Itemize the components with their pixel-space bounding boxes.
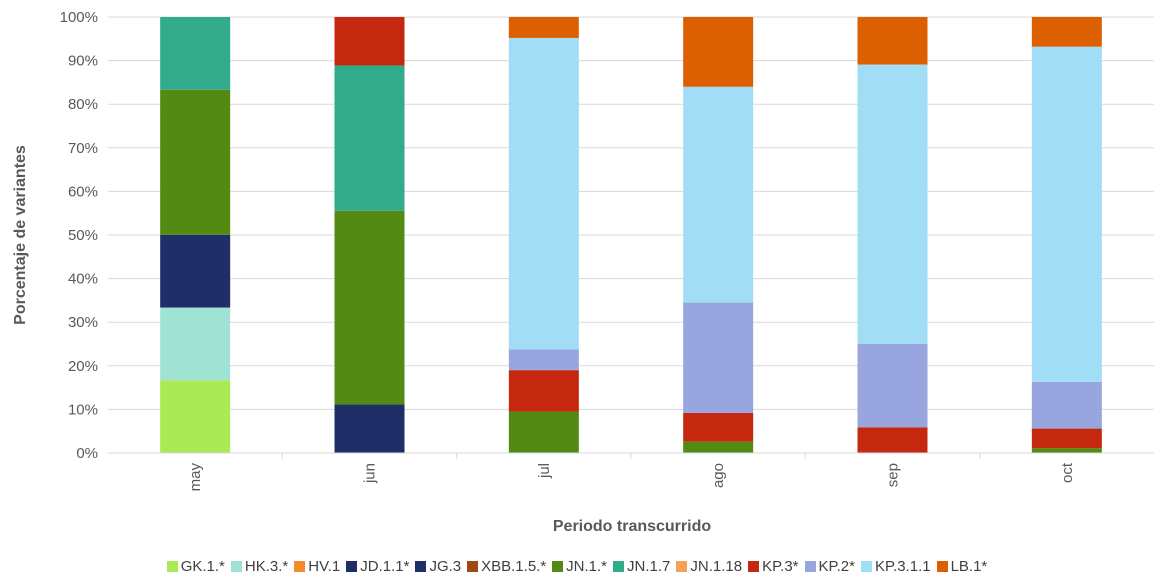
bar-segment	[334, 210, 405, 405]
legend-label: JN.1.7	[627, 558, 671, 575]
stacked-bar-chart: 0% 10% 20% 30% 40% 50% 60% 70% 80% 90% 100% may jun…	[12, 9, 1154, 535]
bar-segment	[857, 344, 928, 428]
y-tick-label: 90%	[68, 53, 98, 70]
legend-label: KP.3.1.1	[874, 558, 931, 575]
bar-segment	[160, 89, 231, 235]
legend-swatch	[936, 561, 948, 572]
bar-segment	[160, 234, 231, 308]
y-tick-label: 60%	[68, 183, 98, 200]
bar-segment	[1031, 381, 1102, 429]
legend-label: LB.1*	[950, 558, 988, 575]
bar-segment	[1031, 17, 1102, 47]
bar-segment	[683, 86, 754, 303]
x-tick-label: jul	[536, 463, 553, 479]
legend-label: HV.1	[308, 558, 341, 575]
y-tick-label: 20%	[68, 358, 98, 375]
legend-label: JG.3	[429, 558, 462, 575]
legend-label: JN.1.*	[566, 558, 608, 575]
legend-item: JD.1.1*	[346, 558, 409, 575]
y-tick-label: 10%	[68, 401, 98, 418]
bar-segment	[683, 302, 754, 413]
x-axis-title: Periodo transcurrido	[553, 518, 711, 535]
legend-swatch	[552, 561, 564, 572]
bar-segment	[683, 441, 754, 453]
legend-label: GK.1.*	[180, 558, 225, 575]
bar-segment	[683, 412, 754, 442]
legend-item: JG.3	[415, 558, 461, 575]
legend-swatch	[676, 561, 688, 572]
y-tick-label: 100%	[60, 9, 98, 26]
legend-swatch	[166, 561, 178, 572]
bar-segment	[508, 411, 579, 453]
y-axis-ticks: 0% 10% 20% 30% 40% 50% 60% 70% 80% 90% 100%	[60, 9, 98, 462]
legend-item: HV.1	[294, 558, 340, 575]
bar-segment	[508, 17, 579, 38]
bars	[160, 17, 1102, 453]
legend-swatch	[415, 561, 427, 572]
legend-swatch	[748, 561, 760, 572]
legend-item: JN.1.*	[552, 558, 607, 575]
y-tick-label: 70%	[68, 140, 98, 157]
gridlines	[108, 16, 1154, 410]
legend-item: KP.3*	[748, 558, 799, 575]
legend-item: KP.2*	[804, 558, 855, 575]
x-tick-label: jun	[362, 463, 379, 484]
bar-segment	[1031, 428, 1102, 449]
bar-segment	[857, 17, 928, 65]
bar-segment	[508, 370, 579, 412]
y-axis-title: Porcentaje de variantes	[12, 145, 29, 325]
legend-item: XBB.1.5.*	[467, 558, 546, 575]
bar-segment	[857, 64, 928, 345]
legend-swatch	[804, 561, 816, 572]
bar-segment	[508, 349, 579, 371]
y-tick-label: 40%	[68, 271, 98, 288]
bar-segment	[334, 65, 405, 211]
legend-label: KP.2*	[818, 558, 855, 575]
bar-segment	[334, 404, 405, 453]
legend-swatch	[294, 561, 306, 572]
bar-segment	[1031, 448, 1102, 453]
bar-segment	[160, 380, 231, 453]
legend-swatch	[467, 561, 479, 572]
y-tick-label: 50%	[68, 227, 98, 244]
bar-segment	[160, 17, 231, 90]
legend-label: JD.1.1*	[360, 558, 410, 575]
bar-segment	[508, 37, 579, 350]
bar-segment	[160, 307, 231, 381]
legend-label: JN.1.18	[690, 558, 743, 575]
bar-segment	[1031, 46, 1102, 382]
legend-item: LB.1*	[936, 558, 988, 575]
legend-swatch	[230, 561, 242, 572]
bar-segment	[334, 17, 405, 66]
x-tick-label: oct	[1059, 462, 1076, 483]
x-axis-ticks: may jun jul ago sep oct	[187, 453, 1076, 491]
legend-item: JN.1.18	[676, 558, 742, 575]
bar-segment	[683, 17, 754, 87]
legend-label: KP.3*	[762, 558, 799, 575]
x-tick-label: may	[187, 463, 204, 492]
legend-item: GK.1.*	[166, 558, 225, 575]
y-tick-label: 80%	[68, 96, 98, 113]
legend-item: KP.3.1.1	[860, 558, 931, 575]
legend-item: JN.1.7	[613, 558, 670, 575]
legend-swatch	[613, 561, 625, 572]
legend-swatch	[860, 561, 872, 572]
legend-label: XBB.1.5.*	[481, 558, 547, 575]
x-tick-label: ago	[710, 463, 727, 488]
y-tick-label: 30%	[68, 314, 98, 331]
x-tick-label: sep	[885, 463, 902, 487]
y-tick-label: 0%	[76, 445, 98, 462]
legend-item: HK.3.*	[230, 558, 289, 575]
legend-swatch	[346, 561, 358, 572]
legend: GK.1.* HK.3.* HV.1 JD.1.1* JG.3 XBB.1.5.* JN.1…	[0, 558, 1154, 575]
legend-label: HK.3.*	[244, 558, 289, 575]
bar-segment	[857, 427, 928, 453]
